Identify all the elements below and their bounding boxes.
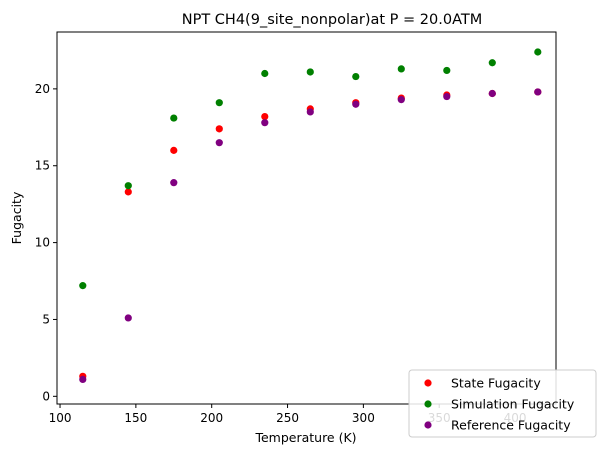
y-axis-ticks: 0 5 10 15 20 (35, 82, 57, 403)
data-point-series-2 (534, 88, 542, 96)
data-point-series-1 (306, 68, 314, 76)
legend-box (408, 369, 597, 438)
legend-label: Simulation Fugacity (451, 397, 575, 412)
y-tick-label: 0 (42, 389, 50, 403)
data-point-series-0 (170, 146, 178, 154)
x-tick-label: 300 (352, 411, 375, 425)
x-axis-label: Temperature (K) (254, 430, 356, 445)
data-point-series-2 (306, 108, 314, 116)
data-point-series-1 (215, 99, 223, 107)
legend-label: State Fugacity (451, 376, 541, 391)
data-point-series-2 (443, 92, 451, 101)
x-tick-label: 250 (276, 411, 299, 425)
y-tick-label: 15 (35, 159, 50, 173)
data-point-series-2 (352, 100, 360, 108)
data-point-series-2 (215, 139, 223, 147)
data-point-series-1 (261, 69, 269, 78)
data-point-series-0 (261, 112, 269, 121)
x-tick-label: 100 (49, 411, 72, 425)
data-point-series-2 (170, 179, 178, 187)
data-point-series-0 (215, 125, 223, 133)
data-point-series-2 (261, 119, 269, 127)
legend-label: Reference Fugacity (451, 418, 571, 433)
y-tick-label: 10 (35, 236, 50, 250)
y-tick-label: 20 (35, 82, 50, 96)
data-point-series-0 (124, 188, 132, 196)
data-point-series-2 (124, 314, 132, 322)
legend-marker (424, 379, 432, 387)
data-point-series-2 (397, 96, 405, 104)
data-point-series-2 (79, 375, 87, 384)
legend-marker (424, 400, 432, 408)
y-axis-label: Fugacity (9, 191, 24, 244)
data-point-series-1 (397, 65, 405, 73)
data-point-series-1 (170, 114, 178, 122)
chart-title: NPT CH4(9_site_nonpolar)at P = 20.0ATM (182, 12, 482, 28)
data-point-series-1 (124, 182, 132, 190)
data-point-series-1 (79, 282, 87, 290)
data-points (79, 48, 542, 384)
data-point-series-1 (443, 66, 451, 75)
legend-marker (424, 421, 432, 429)
legend: State Fugacity Simulation Fugacity Referen… (408, 369, 597, 438)
data-point-series-1 (488, 59, 496, 67)
data-point-series-1 (352, 72, 360, 81)
data-point-series-2 (488, 89, 496, 98)
y-tick-label: 5 (42, 312, 50, 326)
x-tick-label: 150 (124, 411, 147, 425)
data-point-series-1 (534, 48, 542, 56)
x-tick-label: 200 (200, 411, 223, 425)
plot-frame (56, 31, 557, 405)
